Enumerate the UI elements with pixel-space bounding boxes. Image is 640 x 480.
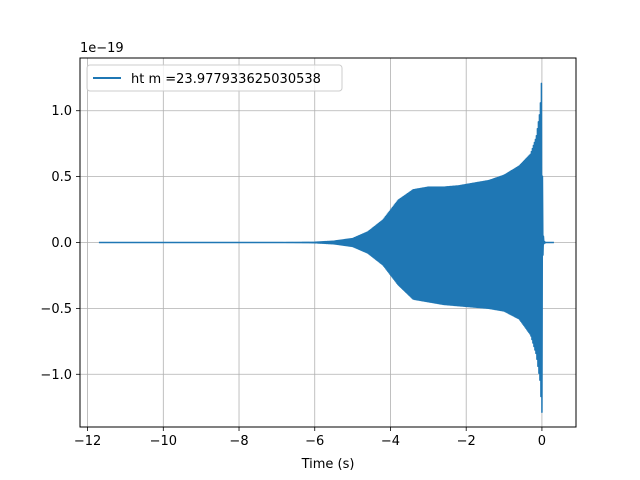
y-tick-label: 0.5	[51, 170, 72, 185]
x-axis-label: Time (s)	[301, 457, 355, 472]
legend: ht m =23.977933625030538	[86, 64, 343, 92]
y-tick-label: −0.5	[40, 302, 72, 317]
x-axis: −12 −10 −8 −6 −4 −2 0	[74, 427, 546, 449]
x-tick-label: −8	[229, 434, 248, 449]
series-line	[98, 82, 555, 413]
x-tick-label: −2	[457, 434, 476, 449]
x-tick-label: −10	[150, 434, 177, 449]
y-tick-label: 1.0	[51, 104, 72, 119]
y-tick-label: −1.0	[40, 368, 72, 383]
y-offset-label: 1e−19	[80, 41, 124, 56]
legend-box	[86, 64, 343, 92]
x-tick-label: −4	[381, 434, 400, 449]
y-tick-label: 0.0	[51, 236, 72, 251]
y-axis: −1.0 −0.5 0.0 0.5 1.0	[40, 104, 80, 383]
x-tick-label: −12	[74, 434, 101, 449]
x-tick-label: 0	[538, 434, 546, 449]
x-tick-label: −6	[305, 434, 324, 449]
plot-area	[98, 82, 555, 413]
legend-label: ht m =23.977933625030538	[131, 72, 321, 87]
